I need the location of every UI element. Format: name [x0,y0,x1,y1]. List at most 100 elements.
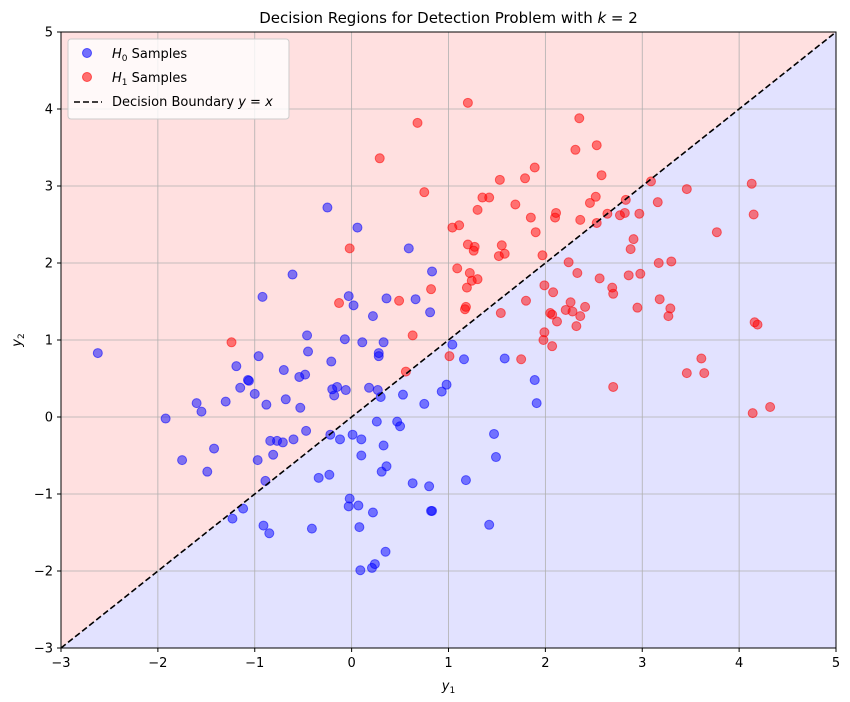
x-tick-label: 2 [541,656,549,671]
h0-sample-point [257,291,268,302]
h1-sample-point [510,199,521,210]
h0-sample-point [287,269,298,280]
h0-sample-point [160,413,171,424]
h0-sample-point [329,390,340,401]
h1-sample-point [580,301,591,312]
h1-sample-point [654,294,665,305]
h1-sample-point [746,178,757,189]
decision-boundary-line [61,32,836,648]
h0-sample-point [343,291,354,302]
y-axis-ticks: −3 −2 −1 0 1 2 3 4 5 [34,26,61,657]
h1-sample-point [634,208,645,219]
legend-boundary-label: Decision Boundary y = x [112,95,273,110]
h0-sample-point [280,394,291,405]
h0-sample-point [373,348,384,359]
h1-sample-point [460,301,471,312]
x-tick-label: −2 [148,656,167,671]
h1-sample-point [765,401,776,412]
x-axis-ticks: −3 −2 −1 0 1 2 3 4 5 [51,648,840,671]
h0-sample-point [369,559,380,570]
h0-sample-point [252,455,263,466]
x-tick-label: −1 [245,656,264,671]
h1-sample-point [575,214,586,225]
h0-sample-point [378,440,389,451]
h1-sample-point [632,302,643,313]
legend-h1-label: H1 Samples [112,71,187,88]
h1-sample-point [394,295,405,306]
h1-sample-point [419,187,430,198]
h1-sample-point [570,144,581,155]
h1-sample-point [752,319,763,330]
h1-sample-point [539,280,550,291]
h1-sample-point [575,311,586,322]
h0-sample-point [459,354,469,365]
h1-sample-point [334,298,345,309]
h1-sample-point [666,256,677,267]
h0-sample-point [300,369,311,380]
h1-sample-point [516,354,527,365]
h0-sample-point [268,449,279,460]
x-axis-label-var: y [441,679,450,694]
h1-sample-point [645,176,656,187]
h1-sample-point [469,241,480,252]
h0-sample-point [253,351,264,362]
chart-title-var: k [597,9,607,27]
legend-h0-label: H0 Samples [112,47,187,64]
h0-sample-point [367,507,378,518]
h1-sample-point [494,174,505,185]
h0-sample-point [427,266,438,277]
h0-sample-point [425,307,436,318]
h1-sample-point [551,207,562,218]
y-axis-label-sub: 2 [17,333,27,339]
h0-sample-point [419,398,430,409]
y-tick-label: 2 [45,257,53,272]
h0-sample-point [355,565,366,576]
h0-sample-point [353,500,364,511]
h0-sample-point [227,513,238,524]
h0-sample-point [367,311,378,322]
h1-sample-point [400,366,411,377]
h0-sample-point [407,478,418,489]
legend-box [67,38,290,120]
x-tick-label: −3 [51,656,70,671]
h0-sample-point [403,243,414,254]
h0-sample-point [243,375,254,386]
h0-sample-point [356,450,367,461]
h1-sample-point [635,268,646,279]
h1-sample-point [426,284,437,295]
h0-sample-point [489,428,500,439]
h1-sample-point [484,192,495,203]
x-tick-label: 3 [638,656,646,671]
h1-sample-point [472,204,483,215]
h1-sample-point [625,244,636,255]
h0-sample-point [499,353,510,364]
h0-sample-point [529,375,540,386]
h0-sample-point [277,437,288,448]
h1-sample-point [525,212,536,223]
h1-sample-point [495,308,506,319]
h0-sample-point [410,294,421,305]
x-tick-label: 4 [735,656,743,671]
y-tick-label: 5 [45,26,53,41]
legend: H0 Samples H1 Samples Decision Boundary … [67,38,290,120]
h1-sample-point [748,209,759,220]
h1-sample-point [461,282,472,293]
x-axis-label: y1 [441,679,455,696]
h1-sample-point [462,97,473,108]
h0-sample-point [264,528,275,539]
h1-sample-point [444,351,455,362]
h1-sample-point [608,381,619,392]
x-tick-label: 1 [444,656,452,671]
chart-title-eq: = 2 [606,9,638,27]
h0-sample-point [191,398,202,409]
h0-sample-point [301,425,312,436]
h1-sample-point [572,268,583,279]
h0-sample-point [397,389,408,400]
h0-sample-point [348,300,359,311]
h1-sample-point [547,341,558,352]
h1-points [226,97,776,419]
h1-sample-point [374,153,385,164]
y-tick-label: −2 [34,565,53,580]
h1-sample-point [608,288,619,299]
h1-sample-point [226,337,237,348]
